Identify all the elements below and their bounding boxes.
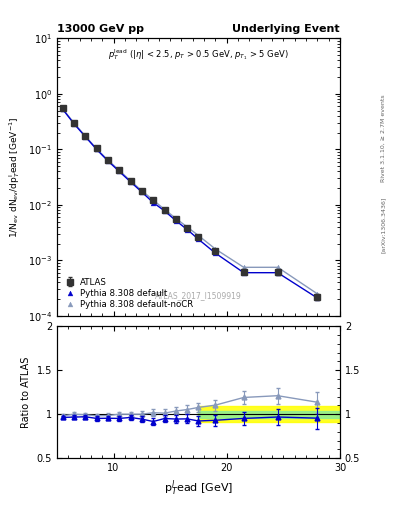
Pythia 8.308 default bbox=[185, 226, 189, 232]
Line: Pythia 8.308 default: Pythia 8.308 default bbox=[60, 107, 320, 301]
Pythia 8.308 default-noCR bbox=[106, 157, 110, 163]
Pythia 8.308 default-noCR bbox=[213, 246, 218, 252]
Text: $p_T^{\rm lead}$ ($|\eta|$ < 2.5, $p_T$ > 0.5 GeV, $p_{T_1}$ > 5 GeV): $p_T^{\rm lead}$ ($|\eta|$ < 2.5, $p_T$ … bbox=[108, 47, 289, 61]
Pythia 8.308 default-noCR bbox=[151, 197, 156, 203]
Pythia 8.308 default bbox=[72, 121, 76, 127]
Pythia 8.308 default bbox=[151, 200, 156, 206]
Pythia 8.308 default-noCR bbox=[94, 145, 99, 152]
Text: Underlying Event: Underlying Event bbox=[232, 24, 340, 34]
Pythia 8.308 default-noCR bbox=[173, 216, 178, 222]
Pythia 8.308 default bbox=[83, 134, 88, 140]
Pythia 8.308 default-noCR bbox=[241, 264, 246, 270]
Pythia 8.308 default bbox=[196, 236, 201, 242]
Pythia 8.308 default-noCR bbox=[275, 264, 280, 270]
Y-axis label: 1/N$_{\rm ev}$ dN$_{\rm ev}$/dp$_T^{\rm l}$ead [GeV$^{-1}$]: 1/N$_{\rm ev}$ dN$_{\rm ev}$/dp$_T^{\rm … bbox=[7, 116, 22, 238]
Pythia 8.308 default-noCR bbox=[72, 120, 76, 126]
Line: Pythia 8.308 default-noCR: Pythia 8.308 default-noCR bbox=[60, 106, 320, 296]
Text: ATLAS_2017_I1509919: ATLAS_2017_I1509919 bbox=[155, 292, 242, 301]
Pythia 8.308 default bbox=[173, 218, 178, 224]
Y-axis label: Ratio to ATLAS: Ratio to ATLAS bbox=[21, 356, 31, 428]
X-axis label: p$_T^l$ead [GeV]: p$_T^l$ead [GeV] bbox=[164, 479, 233, 498]
Pythia 8.308 default-noCR bbox=[315, 291, 320, 297]
Pythia 8.308 default-noCR bbox=[83, 133, 88, 139]
Legend: ATLAS, Pythia 8.308 default, Pythia 8.308 default-noCR: ATLAS, Pythia 8.308 default, Pythia 8.30… bbox=[61, 275, 196, 312]
Pythia 8.308 default-noCR bbox=[128, 178, 133, 184]
Text: Rivet 3.1.10, ≥ 2.7M events: Rivet 3.1.10, ≥ 2.7M events bbox=[381, 94, 386, 182]
Pythia 8.308 default-noCR bbox=[117, 167, 121, 174]
Pythia 8.308 default bbox=[60, 106, 65, 112]
Pythia 8.308 default bbox=[241, 270, 246, 276]
Pythia 8.308 default-noCR bbox=[185, 224, 189, 230]
Text: [arXiv:1306.3436]: [arXiv:1306.3436] bbox=[381, 197, 386, 253]
Pythia 8.308 default-noCR bbox=[162, 206, 167, 212]
Pythia 8.308 default bbox=[213, 250, 218, 256]
Pythia 8.308 default bbox=[140, 189, 144, 195]
Pythia 8.308 default bbox=[315, 295, 320, 301]
Pythia 8.308 default bbox=[162, 208, 167, 214]
Pythia 8.308 default bbox=[117, 168, 121, 175]
Pythia 8.308 default bbox=[275, 270, 280, 276]
Pythia 8.308 default-noCR bbox=[196, 232, 201, 239]
Pythia 8.308 default bbox=[94, 146, 99, 153]
Pythia 8.308 default bbox=[128, 179, 133, 185]
Text: 13000 GeV pp: 13000 GeV pp bbox=[57, 24, 144, 34]
Pythia 8.308 default bbox=[106, 158, 110, 164]
Pythia 8.308 default-noCR bbox=[60, 105, 65, 112]
Pythia 8.308 default-noCR bbox=[140, 187, 144, 194]
